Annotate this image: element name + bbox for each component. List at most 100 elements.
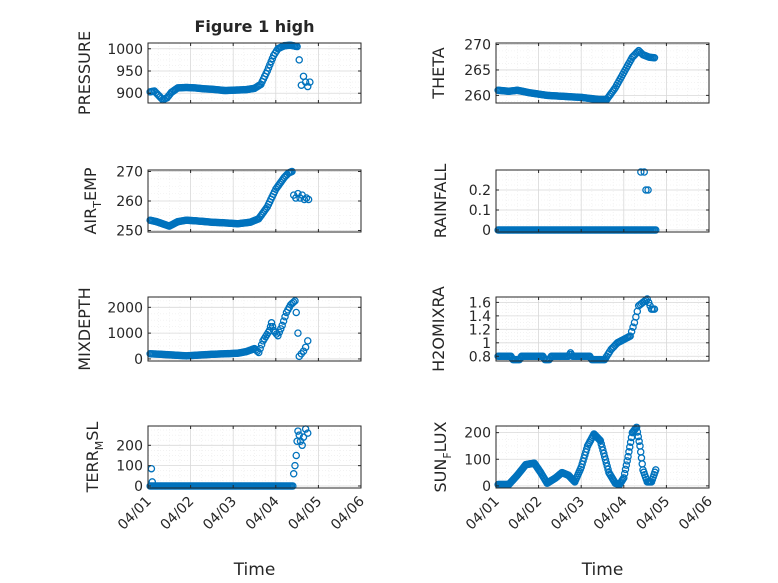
y-tick-label: 0 [134, 479, 143, 495]
x-tick-label: 04/04 [591, 493, 631, 533]
x-tick-label: 04/01 [463, 494, 503, 534]
y-tick-label: 1000 [107, 326, 143, 342]
chart-panel-pressure: 900 950 1000 PRESSURE Figure 1 high [75, 17, 362, 115]
data-point [292, 451, 300, 460]
y-tick-label: 260 [464, 88, 491, 104]
chart-panel-rainfall: 0 0.1 0.2 RAINFALL [431, 164, 710, 239]
axes-box [495, 425, 710, 489]
data-point [626, 443, 634, 451]
x-tick-label: 04/04 [243, 493, 283, 533]
y-axis-label: MIXDEPTH [75, 287, 94, 370]
chart-panel-mixdepth: 0 1000 2000 MIXDEPTH [75, 287, 362, 371]
data-point [289, 482, 297, 490]
data-point [294, 189, 302, 198]
data-point [623, 457, 631, 465]
x-tick-label: 04/01 [115, 494, 155, 534]
data-point [301, 343, 310, 352]
data-point [267, 319, 276, 327]
data-point [624, 452, 632, 461]
data-point [294, 427, 302, 435]
y-tick-label: 1 [482, 336, 491, 352]
data-point [642, 186, 650, 194]
data-point [650, 305, 659, 313]
data-point [299, 347, 308, 355]
data-point [294, 329, 302, 337]
data-point [626, 438, 635, 446]
data-point [627, 327, 636, 336]
data-point [304, 195, 313, 204]
data-point [277, 325, 285, 333]
data-point [306, 78, 314, 86]
data-point [652, 466, 660, 474]
data-series [146, 425, 312, 490]
data-point [620, 469, 629, 478]
data-point [281, 313, 289, 321]
y-axis-label: AIRTEMP [81, 167, 104, 234]
data-point [634, 432, 643, 441]
data-point [295, 56, 303, 64]
data-point [301, 78, 310, 86]
chart-panel-h2omixra: 0.811.21.41.6 H2OMIXRA [429, 286, 710, 372]
data-point [275, 328, 284, 337]
y-axis-label: H2OMIXRA [429, 286, 448, 372]
chart-panel-terr_msl: 0 100 200 04/01 04/02 04/03 04/04 04/05 04/06 TER… [83, 422, 368, 580]
x-tick-label: 04/02 [158, 494, 198, 534]
data-point [303, 337, 312, 345]
data-point [644, 298, 653, 307]
x-tick-label: 04/06 [676, 493, 716, 533]
data-point [625, 448, 633, 456]
chart-panel-sun_flux: 0 100 200 04/01 04/02 04/03 04/04 04/05 04/06 SUN… [431, 421, 716, 580]
y-tick-label: 265 [464, 63, 491, 79]
y-tick-label: 0.8 [469, 349, 491, 365]
data-series [494, 46, 659, 104]
axes-box [495, 42, 710, 104]
axes-box [495, 169, 710, 233]
data-series [146, 41, 314, 104]
axes-box [147, 42, 362, 104]
x-tick-label: 04/05 [285, 494, 325, 534]
data-point [640, 168, 649, 176]
y-tick-label: 0 [482, 223, 491, 239]
data-point [604, 465, 612, 474]
data-series [146, 297, 312, 361]
y-tick-label: 1.4 [469, 309, 491, 325]
y-tick-label: 270 [116, 164, 143, 180]
data-series [494, 423, 660, 489]
y-tick-label: 1.6 [469, 295, 491, 311]
data-point [291, 461, 299, 470]
data-point [292, 194, 300, 202]
y-tick-label: 200 [116, 438, 143, 454]
data-point [292, 308, 300, 317]
y-axis-label: SUNFLUX [431, 421, 454, 492]
x-tick-label: 04/03 [548, 494, 588, 534]
data-point [622, 461, 631, 469]
chart-panel-air_temp: 250 260 270 AIRTEMP [81, 164, 362, 240]
data-series [146, 167, 313, 230]
x-tick-label: 04/02 [506, 494, 546, 534]
y-tick-label: 1000 [107, 42, 143, 58]
data-point [650, 54, 659, 62]
y-tick-label: 0.1 [469, 203, 491, 219]
data-point [291, 297, 299, 305]
x-axis-label: Time [581, 560, 624, 580]
y-tick-label: 2000 [107, 300, 143, 316]
data-point [298, 441, 306, 450]
y-tick-label: 270 [464, 38, 491, 54]
x-tick-label: 04/03 [200, 494, 240, 534]
data-point [148, 478, 157, 486]
y-axis-label: TERRMSL [83, 422, 106, 494]
data-point [289, 470, 298, 478]
y-tick-label: 0.2 [469, 183, 491, 199]
y-axis-label: THETA [429, 47, 448, 99]
y-tick-label: 1.2 [469, 322, 491, 338]
chart-title: Figure 1 high [195, 17, 315, 36]
data-point [635, 437, 643, 446]
y-tick-label: 100 [464, 452, 491, 468]
y-tick-label: 0 [482, 479, 491, 495]
data-point [633, 428, 642, 436]
data-point [279, 317, 288, 325]
data-point [303, 429, 312, 437]
data-point [303, 82, 312, 91]
x-tick-label: 04/05 [633, 494, 673, 534]
data-point [644, 186, 652, 194]
